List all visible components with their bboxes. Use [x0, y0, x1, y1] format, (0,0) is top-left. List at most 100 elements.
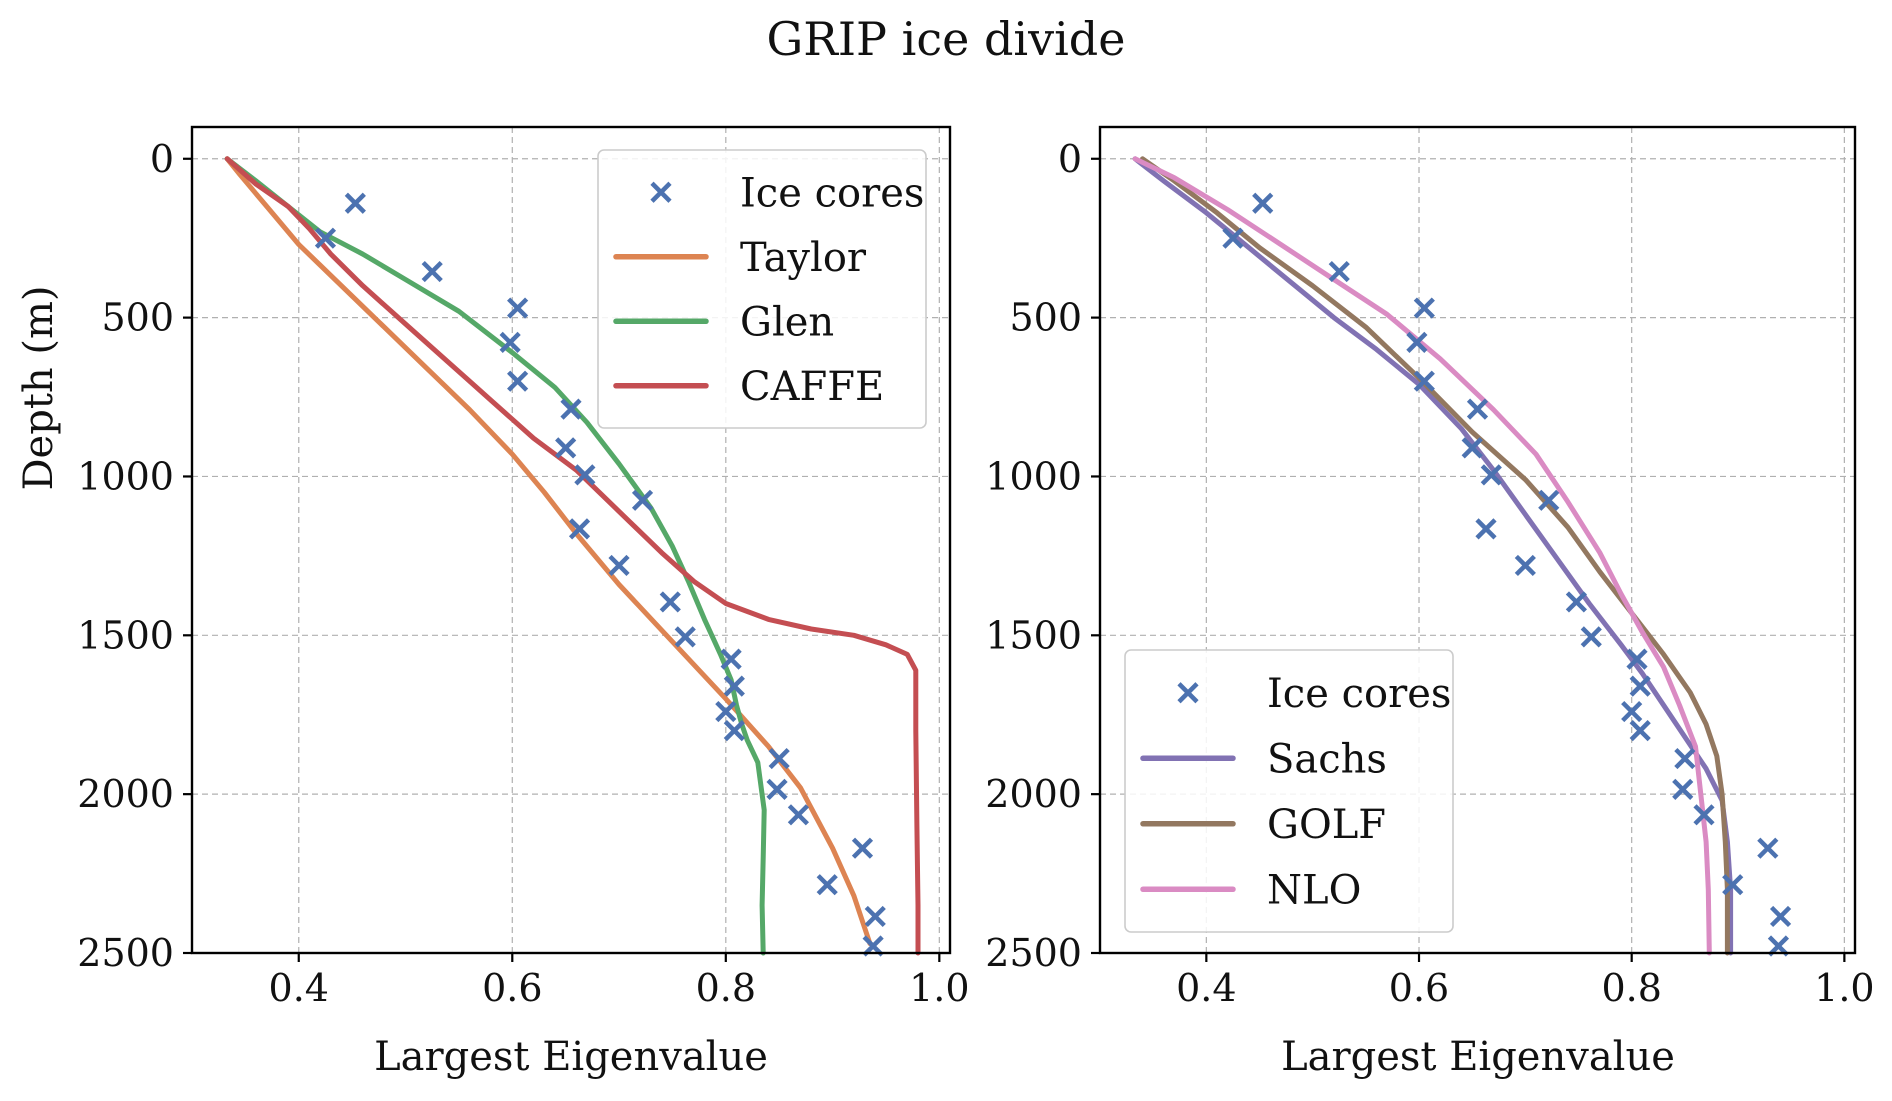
- series-line-caffe: [224, 156, 921, 956]
- ice-core-point: [1565, 591, 1587, 613]
- x-tick-label: 0.8: [696, 966, 756, 1010]
- ice-core-point: [659, 591, 681, 613]
- ice-core-point: [1769, 905, 1792, 928]
- y-tick-label: 0: [1058, 137, 1082, 181]
- ice-cores-points: [1222, 192, 1792, 957]
- ice-cores-points: [314, 192, 886, 957]
- left-x-axis-label: Largest Eigenvalue: [374, 1034, 768, 1080]
- x-tick-label: 0.4: [1176, 966, 1236, 1010]
- ice-core-point: [1693, 804, 1715, 826]
- legend-box: [597, 149, 927, 429]
- legend-label: GOLF: [1267, 802, 1386, 848]
- legend: Ice cores Taylor Glen CAFFE: [597, 149, 927, 429]
- ice-core-point: [715, 700, 737, 723]
- legend-entry: Sachs: [1140, 736, 1387, 782]
- right-chart-panel: 0.4 0.6 0.8 1.0 0 500 1000 1500 2000 2500 Ice core…: [985, 125, 1875, 1010]
- y-tick-label: 500: [1009, 296, 1082, 340]
- ice-core-point: [723, 720, 745, 742]
- ice-core-point: [1672, 778, 1694, 800]
- left-y-axis-label: Depth (m): [16, 285, 62, 490]
- ice-core-point: [1328, 260, 1350, 283]
- y-tick-label: 1500: [985, 613, 1082, 657]
- y-tick-label: 500: [101, 296, 174, 340]
- ice-core-point: [507, 370, 529, 392]
- ice-core-point: [1413, 370, 1435, 392]
- y-tick-label: 1000: [985, 454, 1082, 498]
- legend-label: Sachs: [1267, 736, 1387, 782]
- ice-core-point: [1514, 554, 1536, 577]
- ice-core-point: [1626, 648, 1648, 670]
- ice-core-point: [631, 489, 654, 511]
- legend-entry: NLO: [1140, 867, 1361, 913]
- ice-core-point: [1674, 747, 1696, 770]
- ice-core-point: [1580, 626, 1602, 648]
- ice-core-point: [1538, 489, 1560, 511]
- series-line-glen: [224, 156, 767, 956]
- ice-core-point: [1621, 700, 1643, 723]
- ice-core-point: [507, 297, 529, 319]
- left-chart-panel: 0.4 0.6 0.8 1.0 0 500 1000 1500 2000 2500 Ice core…: [77, 125, 970, 1010]
- ice-core-point: [723, 675, 745, 697]
- ice-core-point: [674, 626, 696, 648]
- series-line-golf: [1140, 156, 1730, 956]
- x-tick-label: 0.4: [269, 966, 329, 1010]
- legend-entry: Ice cores: [650, 170, 924, 216]
- ice-core-point: [608, 554, 630, 577]
- figure-title: GRIP ice divide: [767, 12, 1126, 66]
- legend-label: Ice cores: [1267, 671, 1451, 717]
- ice-core-point: [851, 837, 874, 859]
- y-tick-label: 1000: [77, 454, 174, 498]
- legend-entry: CAFFE: [613, 364, 884, 410]
- ice-core-point: [1629, 675, 1651, 697]
- ice-core-point: [1757, 837, 1779, 859]
- legend-label: NLO: [1267, 867, 1361, 913]
- ice-core-point: [344, 192, 366, 214]
- axes-frame: [190, 125, 952, 955]
- ice-core-point: [560, 398, 582, 420]
- legend-entry: Ice cores: [1177, 671, 1451, 717]
- ice-core-point: [1480, 464, 1502, 486]
- ice-core-point: [568, 518, 591, 540]
- x-tick-label: 1.0: [1814, 966, 1874, 1010]
- ice-core-point: [1406, 331, 1428, 353]
- ice-core-point: [1722, 874, 1744, 896]
- axes-frame: [1098, 125, 1857, 955]
- ice-core-point: [555, 437, 577, 459]
- right-x-axis-label: Largest Eigenvalue: [1281, 1034, 1675, 1080]
- legend: Ice cores Sachs GOLF NLO: [1124, 649, 1454, 933]
- series-line-taylor: [224, 156, 873, 946]
- ice-core-point: [1466, 398, 1489, 420]
- legend-entry: Glen: [613, 299, 834, 345]
- y-tick-label: 1500: [77, 613, 174, 657]
- y-tick-label: 0: [150, 137, 174, 181]
- ice-core-point: [1475, 518, 1497, 540]
- x-tick-label: 0.6: [1389, 966, 1449, 1010]
- legend-label: Ice cores: [740, 170, 924, 216]
- ice-core-point: [1461, 437, 1483, 459]
- legend-label: Taylor: [740, 235, 867, 281]
- legend-label: Glen: [740, 299, 834, 345]
- legend-entry: Taylor: [613, 235, 867, 281]
- ice-core-point: [1629, 720, 1651, 742]
- y-tick-label: 2000: [77, 772, 174, 816]
- legend-box: [1124, 649, 1454, 933]
- ice-core-point: [768, 747, 790, 770]
- ice-core-point: [816, 874, 838, 896]
- ice-core-point: [720, 648, 742, 670]
- y-tick-label: 2500: [985, 931, 1082, 975]
- ice-core-point: [766, 778, 788, 800]
- series-line-nlo: [1132, 156, 1712, 956]
- ice-core-point: [574, 464, 596, 486]
- legend-label: CAFFE: [740, 364, 884, 410]
- legend-entry: GOLF: [1140, 802, 1386, 848]
- ice-core-point: [787, 804, 809, 826]
- ice-core-point: [864, 905, 886, 928]
- ice-core-point: [499, 331, 521, 353]
- ice-core-point: [1413, 297, 1435, 319]
- x-tick-label: 0.6: [482, 966, 542, 1010]
- x-tick-label: 0.8: [1601, 966, 1661, 1010]
- ice-core-point: [314, 227, 337, 249]
- ice-core-point: [1252, 192, 1274, 214]
- y-tick-label: 2000: [985, 772, 1082, 816]
